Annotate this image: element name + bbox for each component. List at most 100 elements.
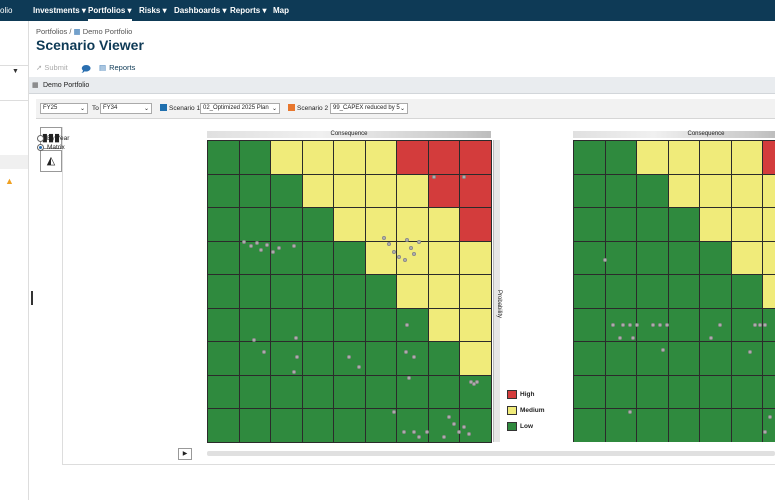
matrix-cell[interactable] xyxy=(427,307,461,343)
matrix-cell[interactable] xyxy=(459,240,492,276)
matrix-cell[interactable] xyxy=(573,207,606,242)
matrix-cell[interactable] xyxy=(573,307,606,343)
submit-button[interactable]: ➚ Submit xyxy=(36,63,68,72)
risk-marker[interactable] xyxy=(753,323,757,327)
matrix-cell[interactable] xyxy=(238,207,272,242)
risk-marker[interactable] xyxy=(417,240,421,244)
matrix-cell[interactable] xyxy=(762,173,775,209)
sidebar-dropdown-icon[interactable]: ▼ xyxy=(12,68,19,75)
matrix-cell[interactable] xyxy=(730,207,764,242)
matrix-cell[interactable] xyxy=(270,408,303,443)
matrix-cell[interactable] xyxy=(636,207,669,242)
sidebar-selected-row[interactable] xyxy=(0,155,28,169)
horizontal-scrollbar[interactable] xyxy=(207,451,775,456)
matrix-cell[interactable] xyxy=(333,140,366,175)
risk-marker[interactable] xyxy=(347,355,351,359)
matrix-view-button[interactable]: ◭ xyxy=(40,150,62,172)
matrix-cell[interactable] xyxy=(667,341,701,376)
warning-icon[interactable]: ▲ xyxy=(5,176,14,186)
matrix-cell[interactable] xyxy=(301,140,335,175)
matrix-cell[interactable] xyxy=(396,274,429,309)
risk-marker[interactable] xyxy=(748,350,752,354)
risk-marker[interactable] xyxy=(628,323,632,327)
matrix-cell[interactable] xyxy=(396,173,429,209)
matrix-cell[interactable] xyxy=(238,140,272,175)
scenario1-select[interactable]: 02_Optimized 2025 Plan ⌄ xyxy=(200,103,280,114)
matrix-cell[interactable] xyxy=(730,307,764,343)
matrix-cell[interactable] xyxy=(730,374,764,410)
matrix-cell[interactable] xyxy=(699,207,732,242)
matrix-cell[interactable] xyxy=(364,140,398,175)
matrix-cell[interactable] xyxy=(301,374,335,410)
risk-marker[interactable] xyxy=(718,323,722,327)
matrix-cell[interactable] xyxy=(459,341,492,376)
risk-marker[interactable] xyxy=(635,323,639,327)
risk-marker[interactable] xyxy=(447,415,451,419)
matrix-cell[interactable] xyxy=(730,274,764,309)
matrix-cell[interactable] xyxy=(459,274,492,309)
risk-marker[interactable] xyxy=(294,336,298,340)
matrix-cell[interactable] xyxy=(270,240,303,276)
matrix-cell[interactable] xyxy=(238,374,272,410)
risk-marker[interactable] xyxy=(758,323,762,327)
risk-marker[interactable] xyxy=(709,336,713,340)
matrix-cell[interactable] xyxy=(573,240,606,276)
risk-marker[interactable] xyxy=(763,323,767,327)
risk-marker[interactable] xyxy=(407,376,411,380)
risk-marker[interactable] xyxy=(255,241,259,245)
risk-marker[interactable] xyxy=(417,435,421,439)
matrix-radio[interactable]: Matrix xyxy=(37,144,65,151)
matrix-cell[interactable] xyxy=(604,140,638,175)
risk-marker[interactable] xyxy=(382,236,386,240)
matrix-cell[interactable] xyxy=(573,140,606,175)
matrix-cell[interactable] xyxy=(604,240,638,276)
matrix-cell[interactable] xyxy=(333,274,366,309)
matrix-cell[interactable] xyxy=(573,341,606,376)
from-year-select[interactable]: FY25 ⌄ xyxy=(40,103,88,114)
risk-marker[interactable] xyxy=(621,323,625,327)
matrix-cell[interactable] xyxy=(333,408,366,443)
risk-marker[interactable] xyxy=(628,410,632,414)
matrix-cell[interactable] xyxy=(238,173,272,209)
matrix-cell[interactable] xyxy=(396,140,429,175)
matrix-cell[interactable] xyxy=(270,140,303,175)
matrix-cell[interactable] xyxy=(699,307,732,343)
risk-marker[interactable] xyxy=(661,348,665,352)
play-button[interactable]: ▶ xyxy=(178,448,192,460)
matrix-cell[interactable] xyxy=(762,274,775,309)
matrix-cell[interactable] xyxy=(667,207,701,242)
nav-map[interactable]: Map xyxy=(273,6,289,15)
matrix-cell[interactable] xyxy=(699,240,732,276)
matrix-cell[interactable] xyxy=(270,173,303,209)
risk-marker[interactable] xyxy=(259,248,263,252)
risk-marker[interactable] xyxy=(403,258,407,262)
matrix-cell[interactable] xyxy=(270,207,303,242)
matrix-cell[interactable] xyxy=(762,240,775,276)
matrix-cell[interactable] xyxy=(238,274,272,309)
matrix-cell[interactable] xyxy=(270,274,303,309)
nav-dashboards[interactable]: Dashboards ▾ xyxy=(174,6,227,15)
matrix-cell[interactable] xyxy=(333,173,366,209)
risk-marker[interactable] xyxy=(292,370,296,374)
comment-icon[interactable]: 🗩 xyxy=(81,64,91,74)
risk-marker[interactable] xyxy=(242,240,246,244)
matrix-cell[interactable] xyxy=(396,374,429,410)
matrix-cell[interactable] xyxy=(762,374,775,410)
risk-marker[interactable] xyxy=(262,350,266,354)
risk-marker[interactable] xyxy=(631,336,635,340)
matrix-cell[interactable] xyxy=(762,140,775,175)
risk-marker[interactable] xyxy=(412,430,416,434)
matrix-cell[interactable] xyxy=(636,374,669,410)
risk-marker[interactable] xyxy=(292,244,296,248)
matrix-cell[interactable] xyxy=(207,341,240,376)
matrix-cell[interactable] xyxy=(301,408,335,443)
nav-investments[interactable]: Investments ▾ xyxy=(33,6,86,15)
risk-marker[interactable] xyxy=(249,244,253,248)
risk-marker[interactable] xyxy=(475,380,479,384)
matrix-cell[interactable] xyxy=(333,374,366,410)
matrix-cell[interactable] xyxy=(396,307,429,343)
risk-marker[interactable] xyxy=(658,323,662,327)
matrix-cell[interactable] xyxy=(699,408,732,442)
risk-marker[interactable] xyxy=(763,430,767,434)
matrix-cell[interactable] xyxy=(730,173,764,209)
